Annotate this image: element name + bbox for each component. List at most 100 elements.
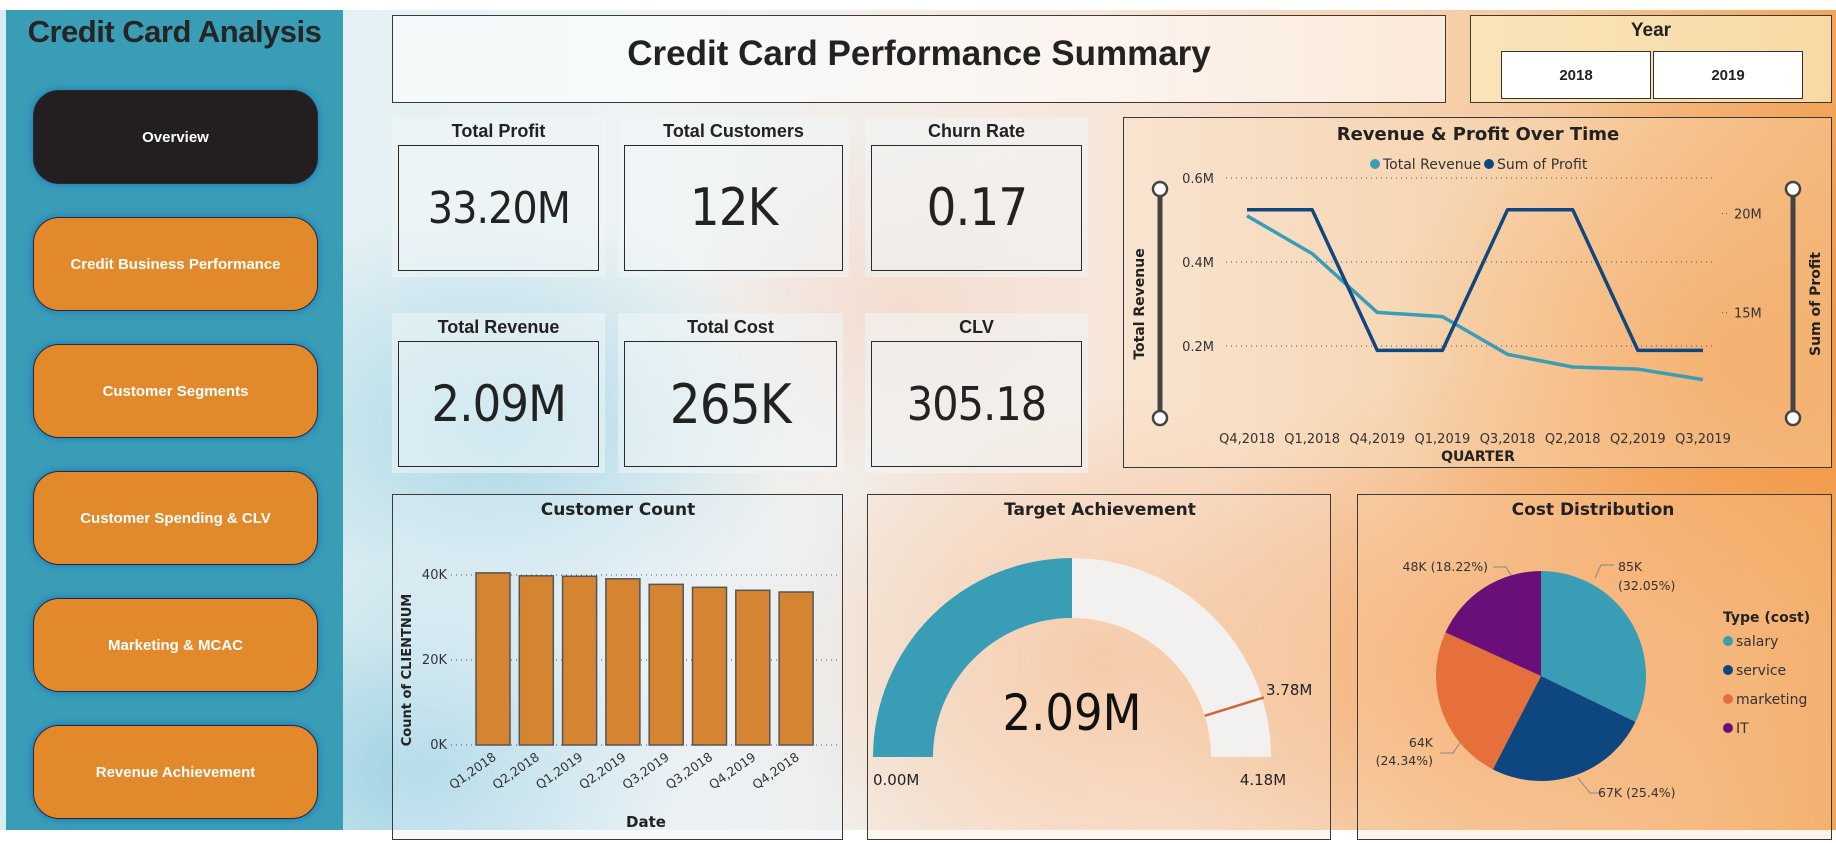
kpi-value: 0.17 [926,178,1028,238]
y2-axis-slider-handle-bottom[interactable] [1784,409,1802,427]
kpi-value-box: 2.09M [398,341,599,467]
gauge-target-label: 3.78M [1266,681,1312,699]
nav-overview[interactable]: Overview [33,90,318,184]
y-axis-slider-handle-top[interactable] [1151,180,1169,198]
x-tick-label: Q1,2018 [1284,432,1340,447]
y2-tick-label: 15M [1734,307,1762,322]
kpi-value-box: 265K [624,341,837,467]
y-axis-title: Total Revenue [1132,248,1148,359]
gauge-max-label: 4.18M [1240,771,1286,789]
kpi-label: Churn Rate [927,121,1025,141]
x-tick-label: Q4,2018 [749,749,802,792]
legend-revenue-label: Total Revenue [1382,157,1481,173]
pie-slice-it[interactable] [1445,571,1541,676]
nav-marketing-mcac[interactable]: Marketing & MCAC [33,598,318,692]
bar[interactable] [691,586,728,746]
data-label-leader-service [1577,777,1603,794]
y-axis-slider-handle-bottom[interactable] [1151,409,1169,427]
y-tick-label: 20K [422,653,448,668]
chart-legend: Total Revenue Sum of Profit [1370,157,1588,173]
kpi-total-profit: Total Profit 33.20M [392,117,605,277]
kpi-total-customers: Total Customers 12K [618,117,849,277]
bar[interactable] [735,589,771,746]
kpi-value: 265K [669,372,792,436]
pie-svg: Cost Distribution 85K (32.05%) 67K (25.4%)… [1376,500,1811,800]
kpi-churn-rate: Churn Rate 0.17 [865,117,1088,277]
x-tick-label: Q2,2018 [490,749,543,792]
kpi-value-box: 12K [624,145,843,271]
nav-label: Overview [142,128,209,146]
data-label-marketing: 64K [1409,735,1434,750]
kpi-label: Total Customers [663,121,804,141]
y-tick-label: 0.4M [1182,256,1214,271]
revenue-profit-svg: Revenue & Profit Over Time Total Revenue… [1132,124,1824,465]
x-tick-label: Q1,2018 [446,749,499,792]
chart-title: Customer Count [541,500,696,520]
chart-title: Target Achievement [1004,500,1196,520]
nav-revenue-achievement[interactable]: Revenue Achievement [33,725,318,819]
bar[interactable] [561,575,598,746]
pie-slice-service[interactable] [1492,676,1636,781]
kpi-value-box: 33.20M [398,145,599,271]
customer-count-svg: Customer Count Count of CLIENTNUM Date 0… [400,500,839,831]
y2-axis-title: Sum of Profit [1808,252,1824,356]
kpi-label: Total Cost [687,317,774,337]
kpi-total-revenue: Total Revenue 2.09M [392,313,605,473]
data-label-it: 48K (18.22%) [1403,559,1489,574]
y-tick-label: 0.6M [1182,172,1214,187]
x-tick-label: Q1,2019 [533,749,586,792]
legend-swatch-it [1723,723,1733,733]
year-slicer: Year 2018 2019 [1470,15,1832,103]
nav-label: Revenue Achievement [95,763,256,781]
legend-swatch-salary [1723,636,1733,646]
cost-distribution-chart: Cost Distribution 85K (32.05%) 67K (25.4%)… [1357,494,1832,840]
x-axis-title: Date [626,813,666,831]
year-option-2018[interactable]: 2018 [1501,51,1651,99]
x-axis-title: QUARTER [1441,449,1515,465]
y-tick-label: 40K [422,568,448,583]
pie-slice-salary[interactable] [1541,571,1646,722]
x-tick-label: Q3,2018 [663,749,716,792]
chart-title: Cost Distribution [1512,500,1675,520]
bar[interactable] [605,578,641,746]
nav-customer-spending-clv[interactable]: Customer Spending & CLV [33,471,318,565]
app-title: Credit Card Analysis [27,14,322,49]
legend-profit-label: Sum of Profit [1497,157,1588,173]
legend-label-service: service [1736,663,1786,679]
data-label-leader-salary [1594,564,1614,579]
header-box: Credit Card Performance Summary [392,15,1446,103]
nav-label: Credit Business Performance [70,255,281,273]
nav-label: Customer Spending & CLV [80,509,271,527]
kpi-value-box: 0.17 [871,145,1082,271]
x-tick-label: Q4,2019 [1349,432,1405,447]
gauge-value-label: 2.09M [1003,685,1142,743]
bar[interactable] [648,583,684,746]
x-tick-label: Q3,2019 [1675,432,1731,447]
y2-tick-label: 20M [1734,208,1762,223]
nav-customer-segments[interactable]: Customer Segments [33,344,318,438]
legend-label-it: IT [1736,721,1749,737]
sidebar: Credit Card Analysis Overview Credit Bus… [6,10,343,830]
bar[interactable] [518,575,555,746]
data-label-leader-marketing [1440,742,1461,754]
kpi-value: 2.09M [431,375,566,433]
gauge-min-label: 0.00M [873,771,919,789]
pie-slice-marketing[interactable] [1436,632,1541,770]
gauge-svg: Target Achievement 2.09M 0.00M 4.18M 3.7… [873,500,1312,789]
kpi-label: Total Revenue [437,317,560,337]
kpi-value: 305.18 [906,377,1047,431]
data-label-service: 67K (25.4%) [1598,785,1676,800]
x-tick-label: Q3,2018 [1480,432,1536,447]
customer-count-chart: Customer Count Count of CLIENTNUM Date 0… [392,494,843,840]
y-tick-label: 0K [430,738,447,753]
y2-axis-slider-handle-top[interactable] [1784,180,1802,198]
data-label-salary: 85K [1618,559,1643,574]
kpi-value: 33.20M [427,182,570,234]
x-tick-label: Q4,2019 [706,749,759,792]
kpi-value-box: 305.18 [871,341,1082,467]
kpi-value: 12K [689,178,778,238]
bar[interactable] [778,591,814,746]
nav-credit-business-performance[interactable]: Credit Business Performance [33,217,318,311]
bar[interactable] [475,572,511,746]
year-option-2019[interactable]: 2019 [1653,51,1803,99]
